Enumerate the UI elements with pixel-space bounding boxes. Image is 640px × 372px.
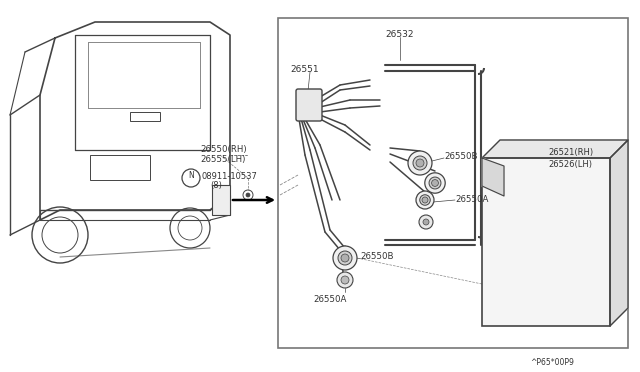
Bar: [482, 158, 610, 326]
Text: (8): (8): [210, 181, 222, 190]
Circle shape: [333, 246, 357, 270]
Bar: [212, 185, 230, 215]
Circle shape: [429, 177, 441, 189]
Circle shape: [416, 159, 424, 167]
Circle shape: [420, 195, 430, 205]
Circle shape: [425, 173, 445, 193]
Polygon shape: [482, 140, 628, 158]
Text: 26551: 26551: [290, 65, 319, 74]
Circle shape: [341, 254, 349, 262]
Circle shape: [419, 215, 433, 229]
Text: 26526(LH): 26526(LH): [548, 160, 592, 169]
Polygon shape: [482, 158, 504, 196]
Text: 26550B: 26550B: [444, 152, 477, 161]
Text: 26550B: 26550B: [360, 252, 394, 261]
Text: N: N: [188, 170, 194, 180]
Polygon shape: [610, 140, 628, 326]
Circle shape: [423, 219, 429, 225]
Circle shape: [337, 272, 353, 288]
Text: 26550(RH): 26550(RH): [200, 145, 246, 154]
Text: 26555(LH): 26555(LH): [200, 155, 245, 164]
FancyBboxPatch shape: [296, 89, 322, 121]
Text: ^P65*00P9: ^P65*00P9: [530, 358, 574, 367]
Circle shape: [413, 156, 427, 170]
Circle shape: [431, 180, 438, 186]
Circle shape: [408, 151, 432, 175]
Circle shape: [246, 193, 250, 197]
Bar: [278, 18, 628, 348]
Text: 26532: 26532: [386, 30, 414, 39]
Text: 26550A: 26550A: [314, 295, 347, 304]
Bar: [130, 112, 160, 121]
Text: 26550A: 26550A: [455, 195, 488, 204]
Circle shape: [416, 191, 434, 209]
Text: 08911-10537: 08911-10537: [202, 172, 258, 181]
Circle shape: [341, 276, 349, 284]
Text: 26521(RH): 26521(RH): [548, 148, 593, 157]
Circle shape: [338, 251, 352, 265]
Bar: [90, 155, 150, 180]
Circle shape: [422, 197, 428, 203]
